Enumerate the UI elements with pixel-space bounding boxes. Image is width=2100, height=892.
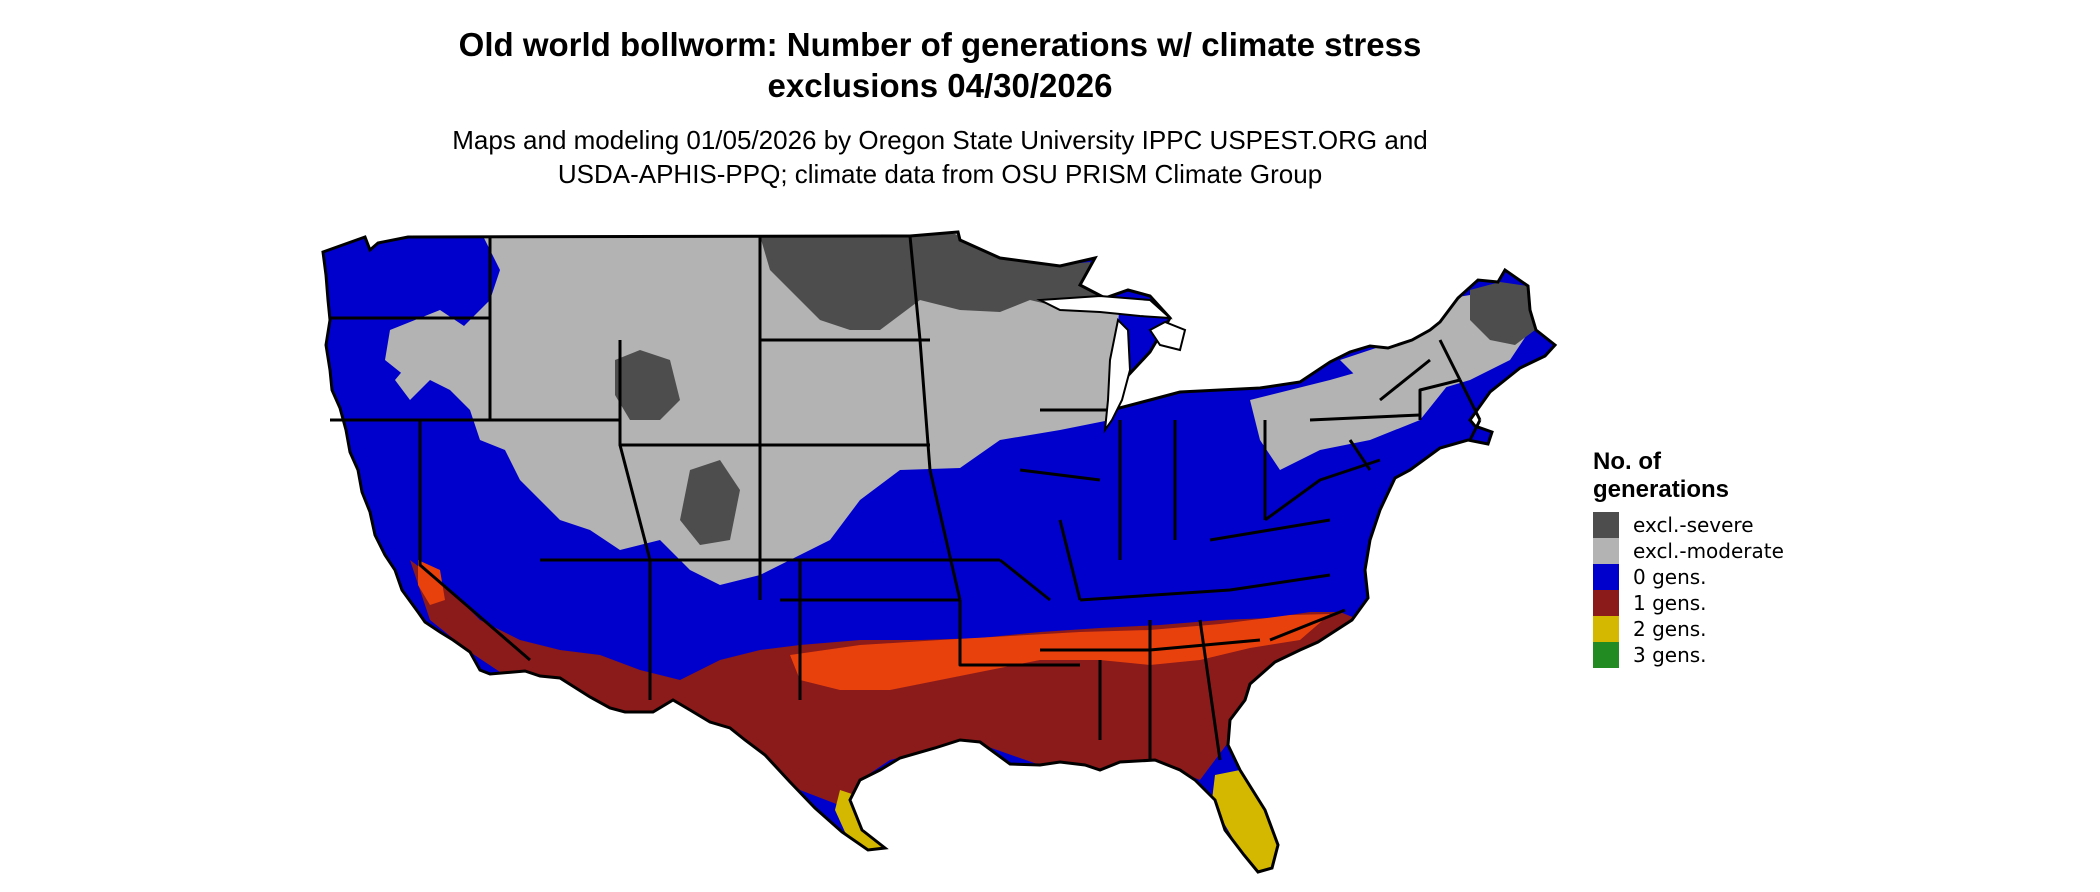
state-border <box>1309 413 1421 422</box>
legend-item: 1 gens. <box>1593 590 1729 616</box>
state-borders <box>321 230 1557 874</box>
zone-excl-severe-rockies <box>615 350 680 420</box>
state-border <box>1418 378 1461 420</box>
legend-label: 2 gens. <box>1633 617 1707 641</box>
legend-title-line-1: No. of <box>1593 448 1661 475</box>
legend-swatch <box>1593 564 1619 590</box>
map-subtitle-line-2: USDA-APHIS-PPQ; climate data from OSU PR… <box>557 159 1323 189</box>
legend-label: 0 gens. <box>1633 565 1707 589</box>
legend-swatch <box>1593 512 1619 538</box>
state-border <box>1209 518 1331 542</box>
state-border <box>999 558 1051 602</box>
state-border <box>1198 619 1222 761</box>
zone-excl-moderate-north <box>395 232 1120 585</box>
legend-item: excl.-moderate <box>1593 538 1784 564</box>
map-subtitle: Maps and modeling 01/05/2026 by Oregon S… <box>360 123 1520 191</box>
legend-label: excl.-moderate <box>1633 539 1784 563</box>
legend-label: 1 gens. <box>1633 591 1707 615</box>
state-border <box>418 420 531 662</box>
state-border <box>958 600 1080 667</box>
state-border <box>1458 379 1482 421</box>
zone-excl-severe-me <box>1470 282 1535 345</box>
zone-1-gens-light <box>790 614 1330 690</box>
legend-swatch <box>1593 590 1619 616</box>
legend-item: 2 gens. <box>1593 616 1729 642</box>
legend-label: excl.-severe <box>1633 513 1754 537</box>
zone-2-gens-fl <box>1212 770 1278 872</box>
map-title: Old world bollworm: Number of generation… <box>360 24 1520 106</box>
legend-title-line-2: generations <box>1593 476 1730 503</box>
state-border <box>1079 573 1331 602</box>
zone-2-gens-tx <box>835 790 890 852</box>
zone-excl-severe-co <box>680 460 740 545</box>
state-border <box>1019 468 1101 482</box>
state-border <box>1379 358 1431 402</box>
legend-item: excl.-severe <box>1593 512 1754 538</box>
state-border <box>1058 519 1082 601</box>
state-border <box>928 469 962 601</box>
zone-1-gens-light-ca <box>418 560 445 605</box>
legend-item: 0 gens. <box>1593 564 1729 590</box>
great-lakes <box>1036 294 1187 434</box>
state-border <box>908 235 932 471</box>
legend-items: excl.-severe excl.-moderate 0 gens. 1 gens.… <box>1593 512 1784 668</box>
legend-swatch <box>1593 616 1619 642</box>
legend-title: No. of generations <box>1593 448 1729 504</box>
legend-swatch <box>1593 538 1619 564</box>
state-border <box>1264 458 1381 522</box>
legend: No. of generations excl.-severe excl.-mod… <box>1593 448 1784 668</box>
legend-swatch <box>1593 642 1619 668</box>
map-title-line-1: Old world bollworm: Number of generation… <box>458 26 1422 63</box>
map-subtitle-line-1: Maps and modeling 01/05/2026 by Oregon S… <box>452 125 1428 155</box>
state-border <box>618 444 652 561</box>
legend-item: 3 gens. <box>1593 642 1729 668</box>
state-border <box>1438 339 1462 381</box>
state-border <box>1269 608 1346 642</box>
zone-excl-moderate-pnw <box>385 310 470 380</box>
legend-label: 3 gens. <box>1633 643 1707 667</box>
state-border <box>1348 439 1372 471</box>
zone-excl-severe-nd-mn <box>760 234 1110 330</box>
state-border <box>1468 419 1482 441</box>
map-title-line-2: exclusions 04/30/2026 <box>767 67 1113 104</box>
